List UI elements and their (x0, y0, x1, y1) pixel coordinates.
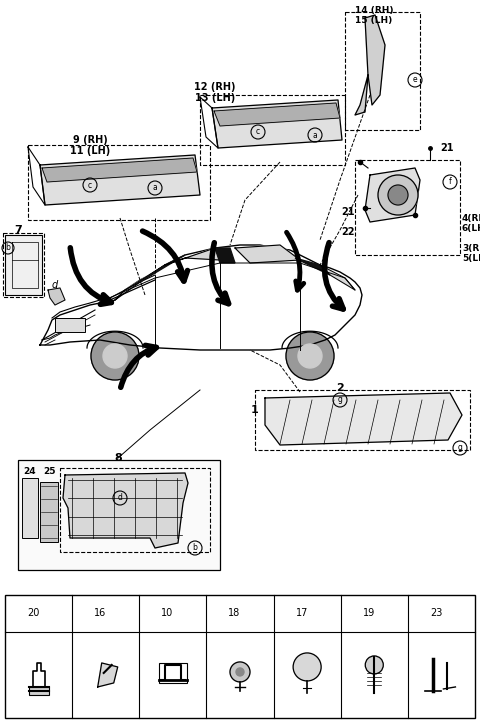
Text: g: g (337, 395, 342, 405)
Polygon shape (40, 482, 58, 542)
Text: g: g (457, 444, 462, 452)
Text: 21: 21 (341, 207, 355, 217)
Text: 20: 20 (27, 608, 39, 618)
Polygon shape (55, 318, 85, 332)
Text: 12 (RH): 12 (RH) (194, 82, 236, 92)
Text: e: e (281, 611, 286, 616)
Text: d: d (118, 493, 122, 503)
Text: b: b (192, 544, 197, 552)
Text: 21: 21 (440, 143, 454, 153)
Text: 15 (LH): 15 (LH) (355, 16, 392, 24)
Polygon shape (115, 265, 165, 300)
Polygon shape (63, 473, 188, 548)
Text: 11 (LH): 11 (LH) (70, 146, 110, 156)
Circle shape (286, 332, 334, 380)
Circle shape (378, 175, 418, 215)
Circle shape (91, 332, 139, 380)
Polygon shape (235, 245, 300, 263)
Polygon shape (40, 245, 362, 350)
Circle shape (103, 344, 127, 368)
Circle shape (236, 668, 244, 676)
Polygon shape (18, 460, 220, 570)
Text: 14 (RH): 14 (RH) (355, 6, 394, 14)
Text: a: a (153, 184, 157, 192)
Circle shape (293, 653, 321, 681)
Circle shape (365, 656, 384, 674)
Text: 6(LH): 6(LH) (462, 223, 480, 233)
Circle shape (388, 185, 408, 205)
Text: g: g (416, 611, 420, 616)
Text: 19: 19 (363, 608, 375, 618)
Text: 13 (LH): 13 (LH) (195, 93, 235, 103)
Polygon shape (355, 75, 368, 115)
Polygon shape (265, 393, 462, 445)
Polygon shape (212, 100, 342, 148)
Polygon shape (320, 265, 355, 290)
Text: e: e (413, 76, 417, 84)
Text: 18: 18 (228, 608, 240, 618)
Polygon shape (214, 103, 340, 126)
Text: 24: 24 (24, 467, 36, 477)
Text: f: f (449, 178, 451, 186)
Text: 7: 7 (14, 225, 22, 235)
Polygon shape (42, 158, 197, 182)
Text: f: f (349, 611, 352, 616)
Text: b: b (80, 611, 84, 616)
Text: c: c (88, 181, 92, 189)
Polygon shape (48, 288, 65, 305)
Polygon shape (22, 478, 38, 538)
Text: a: a (13, 611, 17, 616)
Text: 3(RH): 3(RH) (462, 243, 480, 253)
Polygon shape (295, 258, 330, 275)
Circle shape (230, 662, 250, 682)
Text: 23: 23 (430, 608, 442, 618)
Text: 10: 10 (161, 608, 174, 618)
Polygon shape (40, 155, 200, 205)
Polygon shape (215, 248, 235, 263)
Polygon shape (165, 248, 220, 265)
Text: 16: 16 (94, 608, 107, 618)
Text: 2: 2 (336, 383, 344, 393)
Polygon shape (29, 687, 48, 695)
Polygon shape (365, 15, 385, 105)
Text: 4(RH): 4(RH) (462, 214, 480, 222)
Polygon shape (140, 255, 185, 282)
Text: 22: 22 (341, 227, 355, 237)
Text: 5(LH): 5(LH) (462, 253, 480, 263)
Text: 9 (RH): 9 (RH) (72, 135, 108, 145)
Text: b: b (6, 243, 11, 253)
Text: 8: 8 (114, 453, 122, 463)
Circle shape (298, 344, 322, 368)
Text: c: c (256, 127, 260, 137)
Polygon shape (365, 168, 420, 222)
Polygon shape (98, 663, 118, 687)
Polygon shape (5, 595, 475, 718)
Text: d: d (214, 611, 218, 616)
Text: c: c (147, 611, 151, 616)
Text: 25: 25 (44, 467, 56, 477)
Text: 1: 1 (250, 405, 258, 415)
Text: a: a (312, 130, 317, 140)
Polygon shape (5, 235, 42, 295)
Text: d: d (52, 280, 58, 290)
Text: 17: 17 (296, 608, 308, 618)
